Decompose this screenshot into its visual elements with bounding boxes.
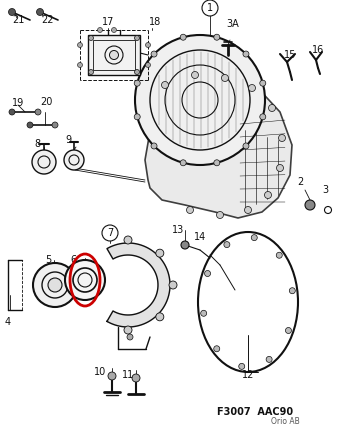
Circle shape — [221, 74, 228, 82]
Text: F3007  AAC90: F3007 AAC90 — [217, 407, 293, 417]
Text: 12: 12 — [242, 370, 254, 380]
Circle shape — [214, 160, 220, 166]
Text: 5: 5 — [45, 255, 51, 265]
Text: 15: 15 — [284, 50, 296, 60]
Circle shape — [286, 328, 291, 334]
Circle shape — [180, 160, 186, 166]
Circle shape — [156, 313, 164, 321]
Bar — [93, 40, 135, 70]
Circle shape — [278, 135, 286, 141]
Circle shape — [146, 62, 151, 68]
Text: Orio AB: Orio AB — [271, 417, 300, 426]
Circle shape — [35, 109, 41, 115]
Circle shape — [265, 191, 272, 199]
Circle shape — [8, 9, 16, 15]
Circle shape — [88, 36, 94, 40]
Polygon shape — [107, 243, 170, 327]
Circle shape — [201, 310, 207, 316]
Circle shape — [260, 80, 266, 86]
Text: 10: 10 — [94, 367, 106, 377]
Circle shape — [224, 242, 230, 248]
Circle shape — [132, 374, 140, 382]
Text: 14: 14 — [194, 232, 206, 242]
Circle shape — [48, 278, 62, 292]
Text: 16: 16 — [312, 45, 324, 55]
Circle shape — [181, 241, 189, 249]
Circle shape — [214, 34, 220, 40]
Text: 22: 22 — [41, 15, 53, 25]
Text: 7: 7 — [107, 228, 113, 238]
Circle shape — [78, 43, 83, 47]
Text: 1: 1 — [207, 3, 213, 13]
Circle shape — [251, 235, 257, 241]
Circle shape — [180, 34, 186, 40]
Circle shape — [135, 36, 139, 40]
Circle shape — [217, 212, 223, 218]
Circle shape — [205, 270, 210, 276]
Text: 20: 20 — [40, 97, 52, 107]
Polygon shape — [145, 75, 292, 218]
Circle shape — [244, 206, 252, 214]
Circle shape — [289, 288, 295, 294]
Circle shape — [109, 50, 119, 59]
Text: 8: 8 — [34, 139, 40, 149]
Circle shape — [214, 346, 220, 352]
Text: 11: 11 — [122, 370, 134, 380]
Circle shape — [305, 200, 315, 210]
Circle shape — [88, 70, 94, 74]
Circle shape — [151, 51, 157, 57]
Circle shape — [33, 263, 77, 307]
Text: 2: 2 — [297, 177, 303, 187]
Circle shape — [146, 43, 151, 47]
Circle shape — [108, 372, 116, 380]
Circle shape — [202, 0, 218, 16]
Circle shape — [276, 165, 284, 172]
Text: 3A: 3A — [227, 19, 239, 29]
Circle shape — [169, 281, 177, 289]
Circle shape — [78, 62, 83, 68]
Circle shape — [27, 122, 33, 128]
Circle shape — [124, 326, 132, 334]
Circle shape — [260, 114, 266, 120]
Circle shape — [135, 70, 139, 74]
Circle shape — [112, 28, 117, 33]
Text: 6: 6 — [70, 255, 76, 265]
Circle shape — [32, 150, 56, 174]
Circle shape — [65, 260, 105, 300]
Circle shape — [102, 225, 118, 241]
Text: 21: 21 — [12, 15, 24, 25]
Text: 4: 4 — [5, 317, 11, 327]
Text: 13: 13 — [172, 225, 184, 235]
Text: 9: 9 — [65, 135, 71, 145]
Circle shape — [9, 109, 15, 115]
Text: 3: 3 — [322, 185, 328, 195]
Text: 18: 18 — [149, 17, 161, 27]
Circle shape — [266, 356, 272, 362]
Circle shape — [36, 9, 44, 15]
Text: 19: 19 — [12, 98, 24, 108]
Circle shape — [239, 363, 245, 369]
Circle shape — [243, 143, 249, 149]
Circle shape — [134, 80, 140, 86]
Circle shape — [151, 143, 157, 149]
Circle shape — [124, 236, 132, 244]
Circle shape — [191, 71, 199, 79]
Circle shape — [134, 114, 140, 120]
Circle shape — [127, 334, 133, 340]
Text: 17: 17 — [102, 17, 114, 27]
Circle shape — [162, 82, 169, 89]
Bar — [88, 35, 140, 75]
Circle shape — [98, 28, 102, 33]
Circle shape — [156, 249, 164, 257]
Circle shape — [276, 252, 282, 258]
Circle shape — [187, 206, 193, 214]
Circle shape — [64, 150, 84, 170]
Circle shape — [269, 104, 275, 111]
Circle shape — [52, 122, 58, 128]
Circle shape — [249, 85, 255, 92]
Circle shape — [135, 35, 265, 165]
Circle shape — [243, 51, 249, 57]
